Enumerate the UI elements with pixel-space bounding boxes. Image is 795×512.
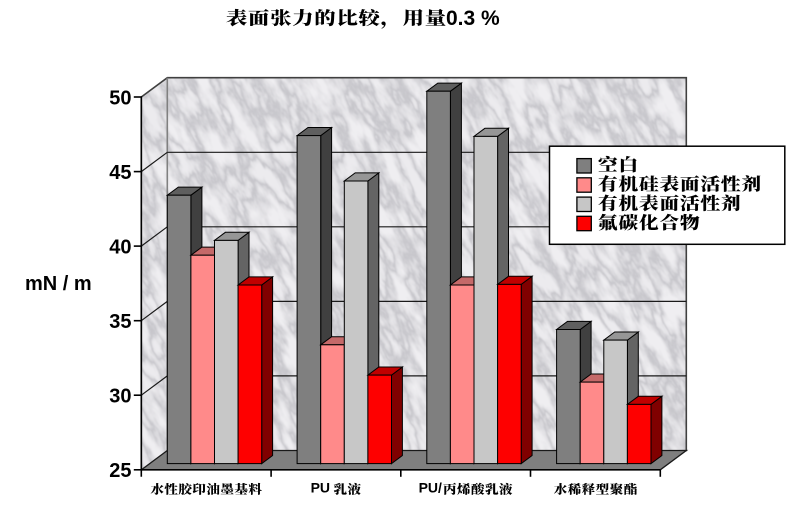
svg-text:45: 45: [109, 162, 131, 184]
svg-text:PU/: PU/: [419, 480, 442, 496]
svg-text:50: 50: [109, 87, 131, 109]
svg-text:0.3 %: 0.3 %: [446, 7, 500, 30]
svg-text:40: 40: [109, 236, 131, 258]
svg-text:PU: PU: [311, 480, 330, 496]
svg-text:mN / m: mN / m: [25, 273, 92, 295]
svg-text:30: 30: [109, 386, 131, 408]
svg-text:25: 25: [109, 460, 131, 482]
svg-text:35: 35: [109, 311, 131, 333]
